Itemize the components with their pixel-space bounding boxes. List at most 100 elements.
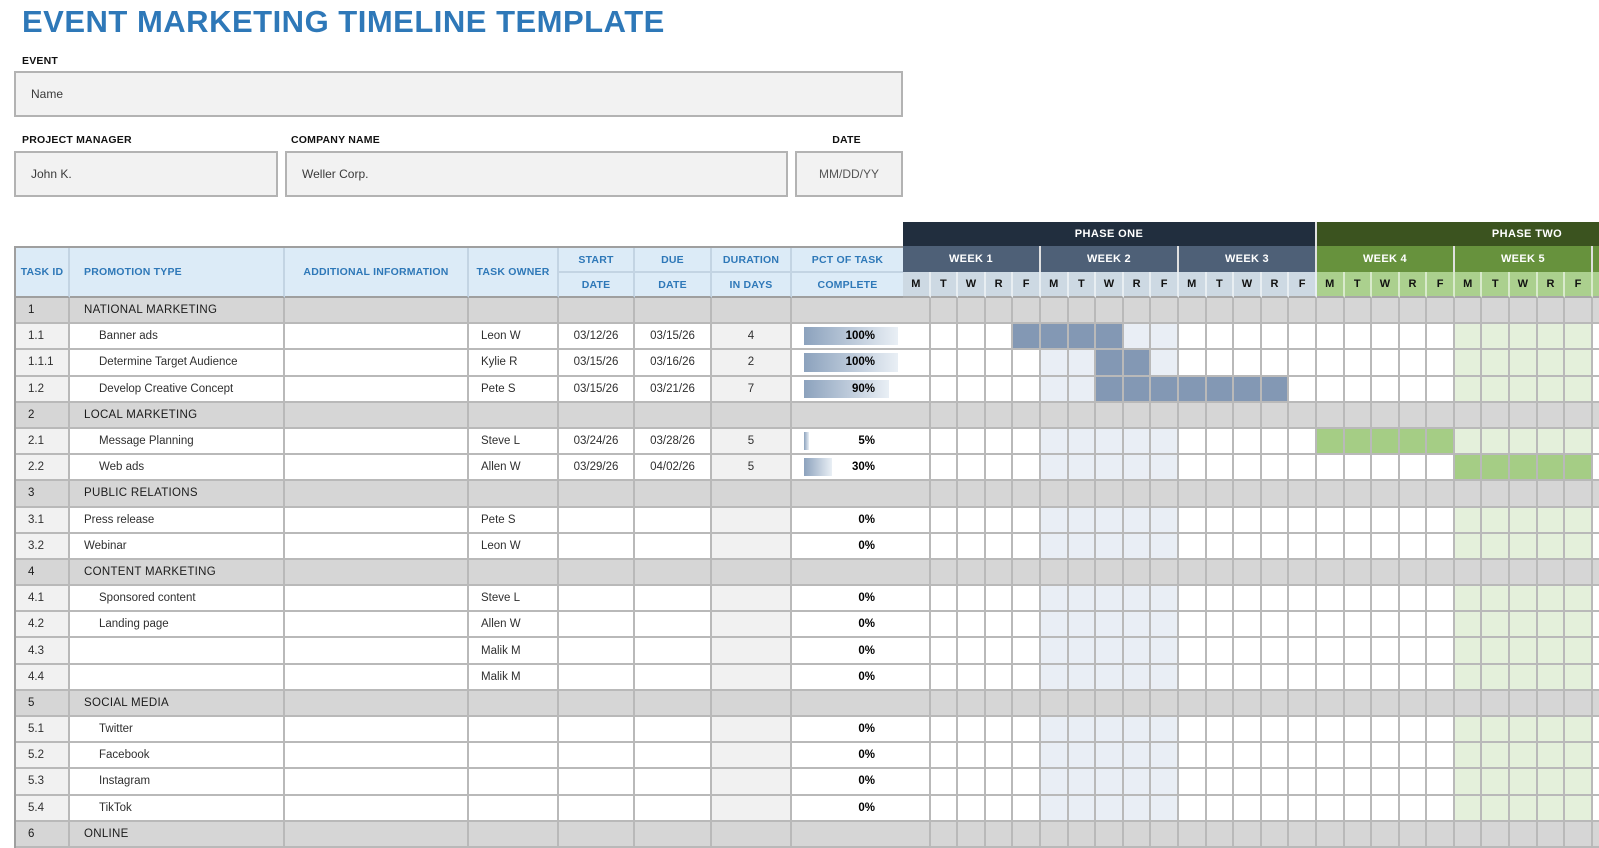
duration-cell[interactable] <box>712 664 792 691</box>
gantt-cell[interactable] <box>958 638 986 665</box>
duration-cell[interactable]: 2 <box>712 350 792 377</box>
gantt-cell[interactable] <box>1427 559 1455 587</box>
task-owner-cell[interactable]: Pete S <box>469 376 559 403</box>
gantt-cell[interactable] <box>1399 664 1428 691</box>
additional-info-cell[interactable] <box>285 743 469 770</box>
gantt-cell[interactable] <box>1206 324 1235 351</box>
start-date-cell[interactable] <box>559 559 635 587</box>
gantt-cell[interactable] <box>985 612 1014 639</box>
additional-info-cell[interactable] <box>285 612 469 639</box>
gantt-cell[interactable] <box>1592 376 1599 403</box>
gantt-cell[interactable] <box>1178 298 1207 325</box>
gantt-cell[interactable] <box>1482 455 1511 482</box>
gantt-cell[interactable] <box>1151 795 1179 822</box>
gantt-cell[interactable] <box>1096 690 1124 717</box>
gantt-cell[interactable] <box>1096 376 1124 403</box>
gantt-cell[interactable] <box>1537 507 1566 534</box>
gantt-cell[interactable] <box>1234 586 1262 613</box>
gantt-cell[interactable] <box>1013 455 1041 482</box>
gantt-cell[interactable] <box>1206 507 1235 534</box>
gantt-cell[interactable] <box>1427 324 1455 351</box>
gantt-cell[interactable] <box>1068 428 1097 456</box>
gantt-cell[interactable] <box>1123 638 1152 665</box>
gantt-cell[interactable] <box>1454 743 1483 770</box>
gantt-cell[interactable] <box>1068 664 1097 691</box>
duration-cell[interactable] <box>712 717 792 744</box>
gantt-cell[interactable] <box>1068 612 1097 639</box>
gantt-cell[interactable] <box>1234 455 1262 482</box>
gantt-cell[interactable] <box>1399 612 1428 639</box>
additional-info-cell[interactable] <box>285 638 469 665</box>
gantt-cell[interactable] <box>1178 795 1207 822</box>
start-date-cell[interactable] <box>559 638 635 665</box>
gantt-cell[interactable] <box>1537 795 1566 822</box>
gantt-cell[interactable] <box>1151 664 1179 691</box>
gantt-cell[interactable] <box>1013 717 1041 744</box>
due-date-cell[interactable] <box>635 821 712 848</box>
gantt-cell[interactable] <box>903 376 931 403</box>
due-date-cell[interactable]: 03/15/26 <box>635 324 712 351</box>
gantt-cell[interactable] <box>1482 507 1511 534</box>
gantt-cell[interactable] <box>1206 533 1235 560</box>
gantt-cell[interactable] <box>1592 821 1599 848</box>
gantt-cell[interactable] <box>903 586 931 613</box>
gantt-cell[interactable] <box>1427 664 1455 691</box>
pct-complete-cell[interactable]: 0% <box>792 612 905 639</box>
gantt-cell[interactable] <box>1289 743 1317 770</box>
gantt-cell[interactable] <box>1565 402 1593 429</box>
gantt-cell[interactable] <box>1537 455 1566 482</box>
gantt-cell[interactable] <box>1510 795 1538 822</box>
pct-complete-cell[interactable]: 0% <box>792 717 905 744</box>
gantt-cell[interactable] <box>1372 455 1400 482</box>
gantt-cell[interactable] <box>1178 612 1207 639</box>
gantt-cell[interactable] <box>1510 324 1538 351</box>
gantt-cell[interactable] <box>1399 743 1428 770</box>
gantt-cell[interactable] <box>1344 350 1373 377</box>
gantt-cell[interactable] <box>930 638 959 665</box>
start-date-cell[interactable] <box>559 717 635 744</box>
gantt-cell[interactable] <box>1510 821 1538 848</box>
gantt-cell[interactable] <box>1316 376 1345 403</box>
additional-info-cell[interactable] <box>285 428 469 456</box>
task-id-cell[interactable]: 3.1 <box>16 507 70 534</box>
gantt-cell[interactable] <box>1537 586 1566 613</box>
gantt-cell[interactable] <box>1206 586 1235 613</box>
gantt-cell[interactable] <box>1510 664 1538 691</box>
gantt-cell[interactable] <box>1234 717 1262 744</box>
gantt-cell[interactable] <box>1178 586 1207 613</box>
gantt-cell[interactable] <box>1178 324 1207 351</box>
gantt-cell[interactable] <box>1592 612 1599 639</box>
task-owner-cell[interactable] <box>469 298 559 325</box>
gantt-cell[interactable] <box>930 795 959 822</box>
additional-info-cell[interactable] <box>285 690 469 717</box>
gantt-cell[interactable] <box>958 481 986 508</box>
gantt-cell[interactable] <box>1178 376 1207 403</box>
gantt-cell[interactable] <box>1344 612 1373 639</box>
gantt-cell[interactable] <box>1482 559 1511 587</box>
gantt-cell[interactable] <box>985 795 1014 822</box>
gantt-cell[interactable] <box>958 507 986 534</box>
gantt-cell[interactable] <box>1151 717 1179 744</box>
gantt-cell[interactable] <box>903 350 931 377</box>
task-owner-cell[interactable] <box>469 795 559 822</box>
gantt-cell[interactable] <box>1399 481 1428 508</box>
task-owner-cell[interactable]: Malik M <box>469 664 559 691</box>
gantt-cell[interactable] <box>1537 402 1566 429</box>
task-id-cell[interactable]: 2.2 <box>16 455 70 482</box>
gantt-cell[interactable] <box>1510 559 1538 587</box>
task-owner-cell[interactable]: Pete S <box>469 507 559 534</box>
gantt-cell[interactable] <box>985 533 1014 560</box>
gantt-cell[interactable] <box>1510 612 1538 639</box>
gantt-cell[interactable] <box>1178 507 1207 534</box>
gantt-cell[interactable] <box>1537 533 1566 560</box>
gantt-cell[interactable] <box>958 743 986 770</box>
gantt-cell[interactable] <box>1013 428 1041 456</box>
gantt-cell[interactable] <box>1482 428 1511 456</box>
gantt-cell[interactable] <box>1123 559 1152 587</box>
gantt-cell[interactable] <box>1565 376 1593 403</box>
gantt-cell[interactable] <box>1234 769 1262 796</box>
gantt-cell[interactable] <box>1537 717 1566 744</box>
promotion-type-cell[interactable]: Webinar <box>70 533 285 560</box>
gantt-cell[interactable] <box>1427 795 1455 822</box>
gantt-cell[interactable] <box>1372 769 1400 796</box>
